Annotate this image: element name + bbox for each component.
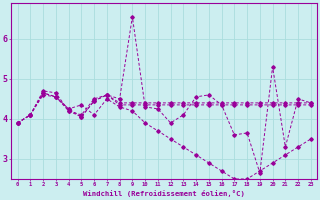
X-axis label: Windchill (Refroidissement éolien,°C): Windchill (Refroidissement éolien,°C) (83, 190, 245, 197)
